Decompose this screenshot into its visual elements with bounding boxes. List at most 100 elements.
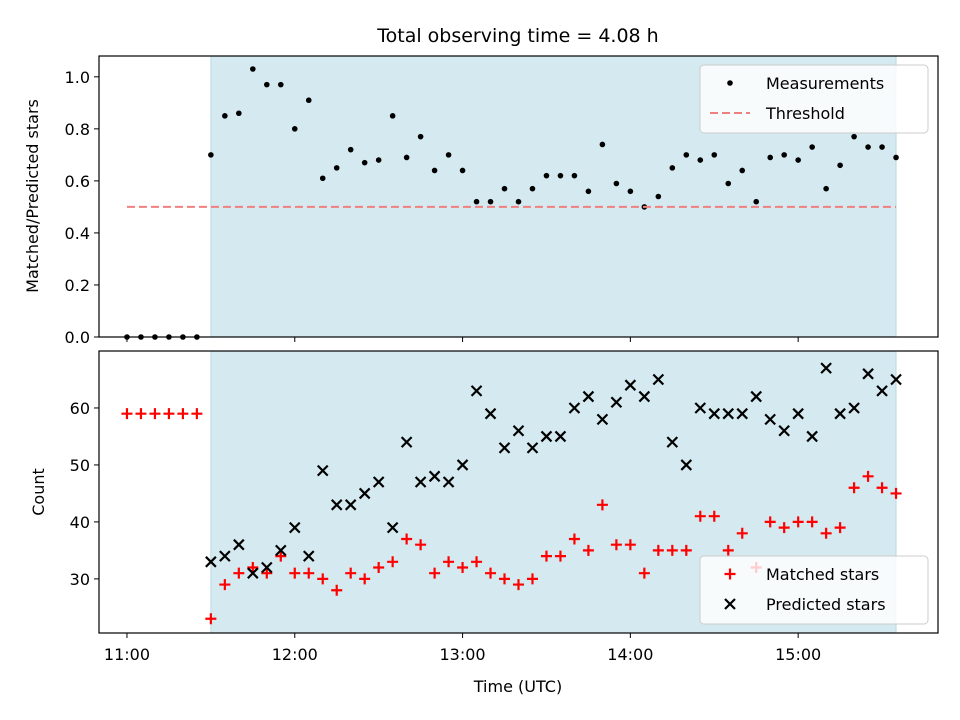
predicted-star-point [372, 476, 385, 488]
matched-star-point [638, 567, 650, 579]
matched-star-point [359, 573, 371, 585]
matched-star-point [233, 567, 245, 579]
predicted-star-point [358, 487, 371, 500]
matched-star-point [806, 516, 818, 528]
measurement-point [347, 146, 354, 153]
chart-title: Total observing time = 4.08 h [376, 25, 658, 47]
measurement-point [851, 133, 857, 140]
matched-star-point [526, 573, 538, 585]
legend-matched-swatch [724, 568, 736, 580]
matched-star-point [275, 550, 287, 562]
measurement-point [515, 198, 522, 205]
legend-predicted-swatch [724, 598, 736, 610]
matched-star-point [624, 539, 636, 551]
measurement-point [319, 175, 326, 182]
top-y-tick-label: 0.0 [65, 328, 90, 347]
matched-star-point [890, 487, 902, 499]
bottom-axes-frame [98, 350, 939, 634]
top-y-axis-label: Matched/Predicted stars [23, 99, 42, 293]
matched-star-point [149, 408, 161, 420]
predicted-star-point [428, 470, 441, 483]
top-y-tick-label: 0.2 [65, 276, 90, 295]
matched-star-point [401, 533, 413, 545]
predicted-star-point [540, 430, 553, 443]
top-y-tick-label: 0.4 [65, 224, 90, 243]
measurement-point [305, 97, 312, 104]
matched-star-point [694, 510, 706, 522]
matched-star-point [443, 556, 455, 568]
legend-measurement-swatch [727, 80, 733, 86]
predicted-star-point [498, 442, 511, 454]
measurement-point [361, 159, 368, 166]
predicted-star-point [484, 407, 497, 420]
matched-star-point [191, 408, 203, 420]
matched-star-point [261, 567, 273, 579]
legend-label: Threshold [765, 104, 845, 123]
predicted-star-point [890, 373, 902, 386]
matched-star-point [205, 613, 217, 625]
predicted-star-point [820, 362, 832, 374]
matched-star-point [596, 499, 608, 511]
matched-star-point [471, 556, 483, 568]
predicted-star-point [400, 436, 413, 448]
matched-star-point [722, 544, 734, 556]
measurement-point [445, 152, 452, 158]
predicted-star-point [638, 390, 651, 403]
measurement-point [277, 81, 284, 88]
predicted-star-point [233, 538, 245, 551]
x-tick-label: 14:00 [607, 645, 653, 664]
predicted-star-point [624, 379, 637, 391]
measurement-point [333, 165, 340, 171]
matched-star-point [568, 533, 580, 545]
predicted-star-point [806, 430, 818, 443]
bottom-legend: Matched stars Predicted stars [699, 555, 929, 625]
measurement-point [459, 167, 466, 174]
matched-star-point [121, 408, 133, 420]
matched-star-point [345, 567, 357, 579]
predicted-star-point [302, 550, 315, 562]
measurement-point [599, 141, 606, 148]
measurement-point [557, 172, 564, 179]
matched-star-point [429, 567, 441, 579]
top-y-tick-label: 1.0 [65, 68, 90, 87]
measurement-point [487, 198, 494, 205]
measurement-point [669, 165, 676, 171]
bottom-panel: 11:00 12:00 13:00 14:00 15:00 30 40 50 60 Matched… [70, 350, 939, 664]
legend-box [699, 555, 929, 625]
top-legend: Measurements Threshold [699, 64, 929, 134]
matched-star-point [666, 544, 678, 556]
predicted-star-point [610, 396, 623, 409]
measurement-point [809, 144, 815, 150]
predicted-star-point [596, 413, 609, 426]
predicted-star-point [694, 402, 707, 414]
matched-star-point [331, 584, 343, 596]
matched-star-point [135, 408, 147, 420]
bottom-y-tick-label: 50 [70, 456, 90, 475]
top-y-tick-label: 0.6 [65, 172, 90, 191]
x-axis-label: Time (UTC) [473, 677, 562, 696]
measurement-point [795, 157, 801, 163]
measurement-point [697, 157, 704, 163]
measurement-point [417, 133, 424, 140]
measurement-point [823, 185, 829, 192]
x-tick-label: 12:00 [272, 645, 318, 664]
matched-star-point [848, 482, 860, 494]
measurement-point [879, 144, 885, 150]
bottom-y-tick-label: 30 [70, 570, 90, 589]
matched-star-point [764, 516, 776, 528]
predicted-star-point [219, 550, 231, 562]
matched-star-point [610, 539, 622, 551]
measurement-point [529, 185, 536, 192]
predicted-star-point [470, 385, 483, 397]
predicted-star-point [442, 476, 455, 488]
predicted-star-point [722, 407, 735, 420]
predicted-star-point [261, 561, 273, 574]
matched-star-point [513, 579, 524, 591]
measurement-point [236, 110, 242, 117]
predicted-star-point [330, 499, 343, 511]
matched-star-point [373, 561, 385, 573]
matched-star-point [680, 544, 692, 556]
x-tick-label: 11:00 [104, 645, 150, 664]
predicted-star-point [386, 521, 399, 534]
